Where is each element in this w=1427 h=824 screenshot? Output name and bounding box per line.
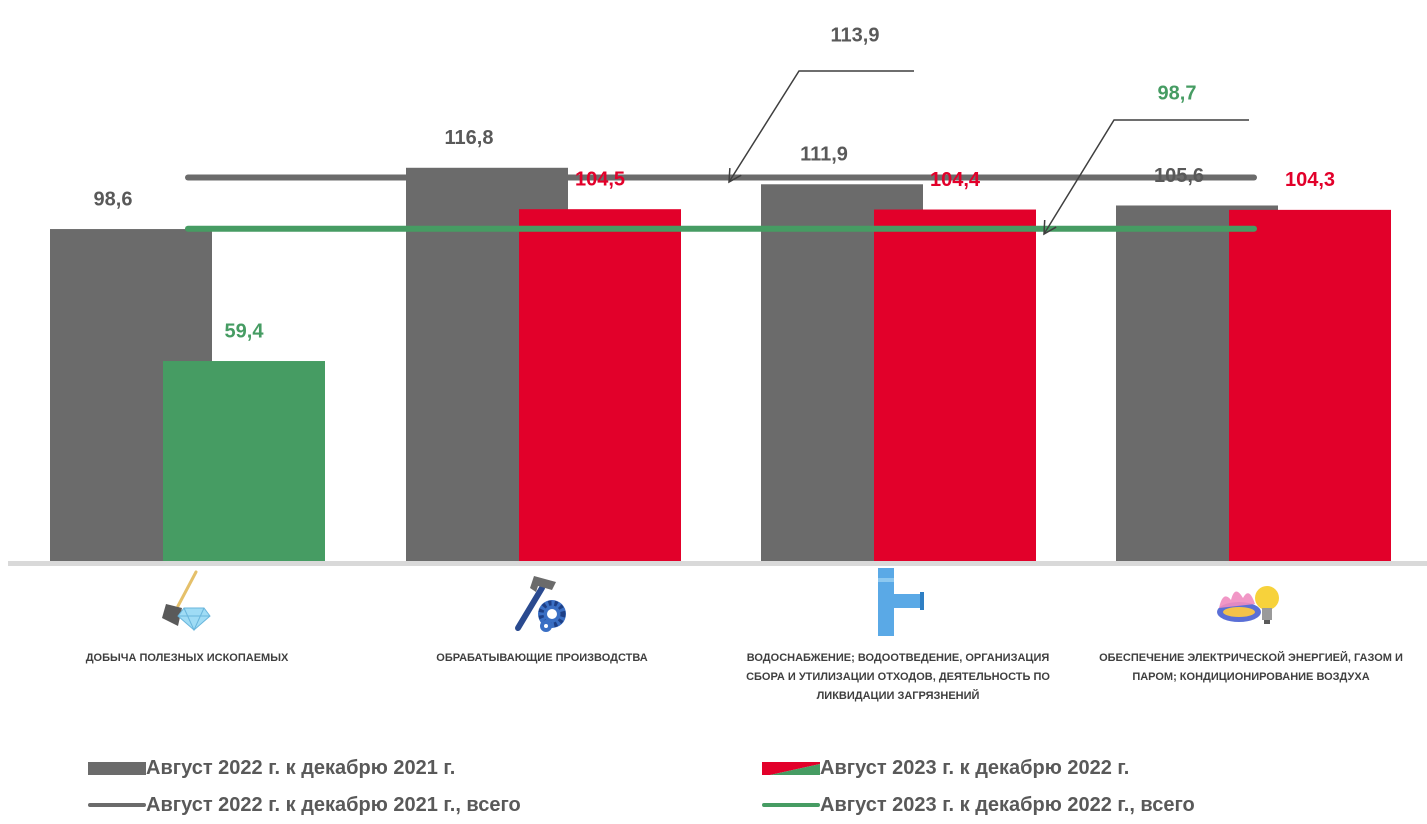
x-axis-line	[8, 561, 1427, 566]
bar-series-2-category-2	[519, 209, 681, 561]
legend-swatch-green-line	[762, 803, 820, 807]
callout-arrowhead-2	[1043, 219, 1057, 236]
data-label-series-1-category-3: 111,9	[800, 144, 848, 166]
data-label-series-2-category-3: 104,4	[930, 169, 981, 191]
data-label-series-2-category-4: 104,3	[1285, 169, 1335, 191]
reference-line-label-2: 98,7	[1158, 82, 1197, 104]
category-label-4: Обеспечение электрической энергией, газо…	[1099, 652, 1403, 683]
callout-leader-1	[728, 70, 914, 183]
shovel-diamond-icon	[162, 570, 211, 632]
legend-label: Август 2022 г. к декабрю 2021 г.	[146, 756, 456, 779]
data-label-series-1-category-4: 105,6	[1154, 165, 1204, 187]
legend-item-total-2023: Август 2023 г. к декабрю 2022 г., всего	[762, 790, 1195, 820]
legend-label: Август 2022 г. к декабрю 2021 г., всего	[146, 793, 521, 816]
legend-swatch-gray-bar	[88, 761, 146, 775]
category-label-2: Обрабатывающие производства	[436, 652, 648, 664]
legend-swatch-red-green-bar	[762, 761, 820, 775]
hammer-gear-icon	[515, 576, 566, 632]
data-label-series-1-category-1: 98,6	[94, 188, 133, 210]
data-label-series-2-category-1: 59,4	[225, 320, 265, 342]
bar-series-2-category-4	[1229, 209, 1391, 561]
legend-item-series-2: Август 2023 г. к декабрю 2022 г.	[762, 753, 1129, 783]
data-label-series-2-category-2: 104,5	[575, 168, 625, 190]
bar-series-2-category-3	[874, 209, 1036, 561]
callout-arrowhead-1	[728, 167, 742, 184]
water-pipe-icon	[878, 568, 924, 636]
legend-label: Август 2023 г. к декабрю 2022 г.	[820, 756, 1130, 779]
data-label-series-1-category-2: 116,8	[445, 127, 494, 149]
reference-line-label-1: 113,9	[831, 24, 880, 46]
legend-label: Август 2023 г. к декабрю 2022 г., всего	[820, 793, 1195, 816]
category-label-1: Добыча полезных ископаемых	[85, 652, 289, 664]
gas-flame-lightbulb-icon	[1217, 586, 1279, 624]
legend-swatch-gray-line	[88, 803, 146, 807]
legend-item-total-2022: Август 2022 г. к декабрю 2021 г., всего	[88, 790, 521, 820]
callout-leader-2	[1043, 119, 1249, 235]
chart-plot-area: 113,9 98,7 98,6 116,8 111,9 105,6 59,4 104,5 104…	[8, 24, 1427, 566]
bar-series-2-category-1	[163, 361, 325, 561]
category-label-3: Водоснабжение; водоотведение, организаци…	[746, 652, 1050, 702]
legend-item-series-1: Август 2022 г. к декабрю 2021 г.	[88, 753, 455, 783]
